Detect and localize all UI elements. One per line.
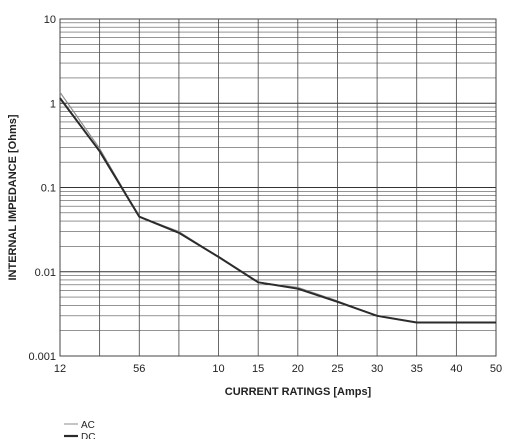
x-tick-label: 40 bbox=[450, 363, 462, 375]
x-tick-label: 56 bbox=[133, 363, 145, 375]
x-tick-labels: 12 56 10 15 20 25 30 35 40 50 bbox=[54, 363, 502, 375]
grid bbox=[60, 19, 496, 356]
legend-ac-label: AC bbox=[81, 420, 95, 431]
x-tick-label: 20 bbox=[292, 363, 304, 375]
x-tick-label: 15 bbox=[252, 363, 264, 375]
x-tick-label: 25 bbox=[331, 363, 343, 375]
plot-frame bbox=[59, 18, 497, 357]
x-axis-title: CURRENT RATINGS [Amps] bbox=[225, 386, 372, 398]
legend-dc-label: DC bbox=[81, 432, 95, 439]
y-tick-label: 0.01 bbox=[35, 267, 56, 279]
y-tick-label: 0.001 bbox=[28, 351, 56, 363]
x-tick-label: 30 bbox=[371, 363, 383, 375]
y-tick-label: 1 bbox=[50, 98, 56, 110]
x-tick-label: 12 bbox=[54, 363, 66, 375]
legend: AC DC bbox=[64, 420, 95, 439]
series-lines bbox=[59, 91, 496, 324]
y-axis-title: INTERNAL IMPEDANCE [Ohms] bbox=[7, 114, 19, 280]
y-tick-label: 0.1 bbox=[41, 183, 56, 195]
x-tick-label: 35 bbox=[411, 363, 423, 375]
series-line-dc bbox=[59, 97, 496, 324]
series-line-ac bbox=[59, 91, 496, 324]
y-tick-labels: 10 1 0.1 0.01 0.001 bbox=[28, 14, 56, 363]
x-tick-label: 50 bbox=[490, 363, 502, 375]
y-tick-label: 10 bbox=[44, 14, 56, 26]
x-tick-label: 10 bbox=[212, 363, 224, 375]
